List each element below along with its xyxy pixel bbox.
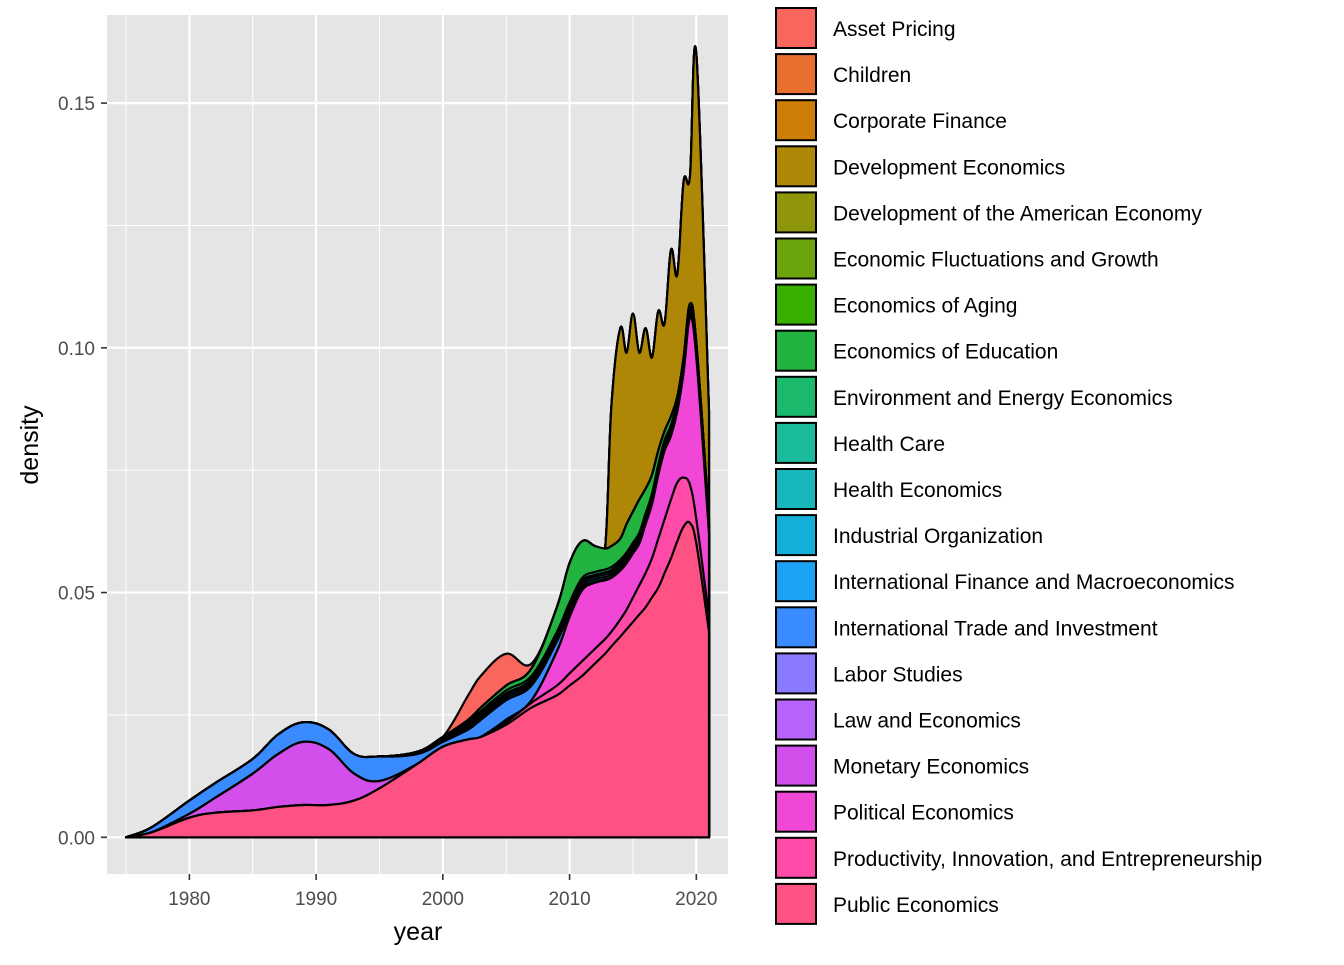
legend-key	[775, 237, 817, 280]
legend-label: Asset Pricing	[833, 18, 956, 41]
legend-key	[775, 790, 817, 833]
x-axis-title: year	[394, 918, 443, 946]
legend-label: Health Economics	[833, 479, 1002, 502]
legend-label: Environment and Energy Economics	[833, 387, 1173, 410]
legend-key	[775, 53, 817, 96]
legend-label: Development Economics	[833, 156, 1065, 179]
legend-label: Corporate Finance	[833, 110, 1007, 133]
legend-label: International Trade and Investment	[833, 617, 1158, 640]
legend-label: Labor Studies	[833, 663, 963, 686]
legend-key	[775, 744, 817, 787]
area-public-economics	[124, 520, 711, 839]
y-tick-label: 0.10	[58, 339, 95, 360]
stacked-areas	[124, 45, 711, 839]
legend-key	[775, 836, 817, 879]
legend-key	[775, 375, 817, 418]
y-tick-label: 0.00	[58, 828, 95, 849]
legend-label: Economics of Education	[833, 341, 1058, 364]
legend-label: Industrial Organization	[833, 525, 1043, 548]
y-tick-label: 0.15	[58, 94, 95, 115]
x-tick-label: 1980	[168, 889, 210, 910]
legend-key	[775, 283, 817, 326]
legend-key	[775, 560, 817, 603]
legend-key	[775, 606, 817, 649]
legend-key	[775, 99, 817, 142]
x-axis: 1980 1990 2000 2010 2020	[168, 874, 717, 910]
legend-label: Economics of Aging	[833, 295, 1017, 318]
legend-key	[775, 652, 817, 695]
legend-key	[775, 191, 817, 234]
legend-key	[775, 514, 817, 557]
legend-key	[775, 421, 817, 464]
legend: Asset Pricing Children Corporate Finance De…	[775, 7, 1262, 925]
legend-key	[775, 882, 817, 925]
y-tick-label: 0.05	[58, 584, 95, 605]
legend-label: Political Economics	[833, 802, 1014, 825]
legend-label: Productivity, Innovation, and Entreprene…	[833, 848, 1262, 871]
x-tick-label: 2020	[675, 889, 717, 910]
y-axis-title: density	[16, 405, 44, 485]
legend-label: Children	[833, 64, 911, 87]
legend-key	[775, 329, 817, 372]
x-tick-label: 2010	[548, 889, 590, 910]
y-axis: 0.00 0.05 0.10 0.15	[58, 94, 107, 849]
legend-label: Public Economics	[833, 894, 999, 917]
legend-label: Health Care	[833, 433, 945, 456]
legend-label: Monetary Economics	[833, 756, 1029, 779]
x-tick-label: 1990	[295, 889, 337, 910]
x-tick-label: 2000	[422, 889, 464, 910]
legend-key	[775, 7, 817, 49]
legend-label: Economic Fluctuations and Growth	[833, 249, 1159, 272]
legend-label: Development of the American Economy	[833, 202, 1202, 225]
legend-key	[775, 145, 817, 188]
legend-key	[775, 468, 817, 510]
legend-key	[775, 698, 817, 741]
legend-label: International Finance and Macroeconomics	[833, 571, 1235, 594]
legend-label: Law and Economics	[833, 710, 1021, 733]
